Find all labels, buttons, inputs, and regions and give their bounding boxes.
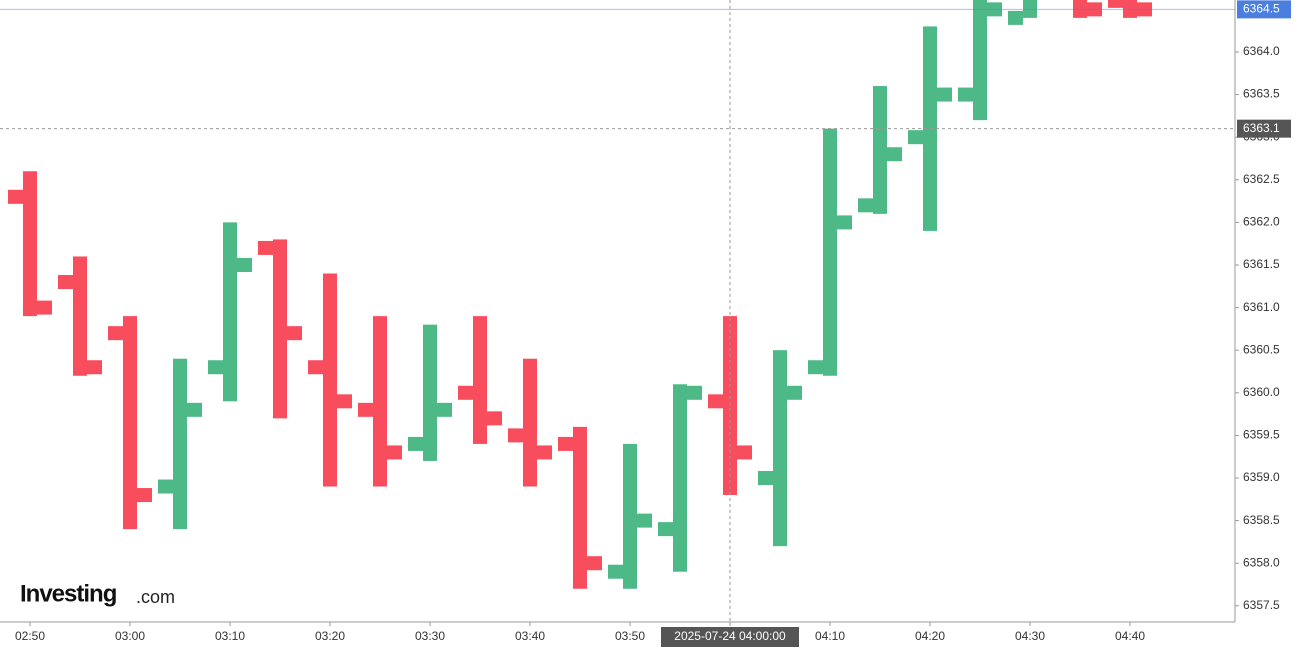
x-tick-label: 04:20 (915, 629, 945, 643)
bar-open (708, 394, 723, 409)
y-tick-label: 6361.0 (1243, 300, 1280, 314)
bar-close (687, 385, 702, 400)
y-tick-label: 6358.0 (1243, 555, 1280, 569)
bar-range (423, 324, 437, 461)
bar-range (573, 426, 587, 589)
bar-close (537, 445, 552, 460)
bar-close (887, 147, 902, 162)
bar-open (858, 198, 873, 213)
bar-range (623, 443, 637, 589)
bar-range (23, 171, 37, 317)
bar-close (237, 257, 252, 272)
y-tick-label: 6360.0 (1243, 385, 1280, 399)
y-tick-label: 6362.5 (1243, 172, 1280, 186)
bar-open (108, 326, 123, 341)
last-price-label: 6364.5 (1243, 2, 1280, 16)
y-tick-label: 6364.0 (1243, 44, 1280, 58)
bar-range (223, 222, 237, 402)
bar-close (387, 445, 402, 460)
bar-close (87, 360, 102, 375)
bar-open (508, 428, 523, 443)
bar-close (587, 556, 602, 571)
x-tick-label: 03:00 (115, 629, 145, 643)
watermark-brand: Investing (20, 580, 117, 607)
bar-open (558, 436, 573, 451)
bar-open (408, 436, 423, 451)
bar-close (637, 513, 652, 528)
x-tick-label: 03:50 (615, 629, 645, 643)
bar-open (608, 564, 623, 579)
bar-range (73, 256, 87, 376)
bar-open (258, 240, 273, 255)
bar-close (787, 385, 802, 400)
bar-open (208, 360, 223, 375)
watermark-suffix: .com (136, 587, 175, 607)
bar-range (823, 128, 837, 376)
x-tick-label: 03:10 (215, 629, 245, 643)
bar-close (187, 402, 202, 417)
bar-range (973, 0, 987, 121)
bar-range (723, 316, 737, 496)
x-tick-label: 02:50 (15, 629, 45, 643)
bar-range (473, 316, 487, 444)
bar-open (958, 87, 973, 102)
bar-open (808, 360, 823, 375)
crosshair-x-box (661, 627, 799, 647)
bar-open (158, 479, 173, 494)
y-tick-label: 6359.0 (1243, 470, 1280, 484)
bar-close (937, 87, 952, 102)
y-tick-label: 6359.5 (1243, 428, 1280, 442)
y-tick-label: 6360.5 (1243, 342, 1280, 356)
bar-range (373, 316, 387, 487)
bar-close (37, 300, 52, 315)
bar-open (1108, 0, 1123, 8)
x-tick-label: 04:10 (815, 629, 845, 643)
x-tick-label: 03:30 (415, 629, 445, 643)
y-tick-label: 6361.5 (1243, 257, 1280, 271)
x-tick-label: 04:40 (1115, 629, 1145, 643)
bar-range (523, 358, 537, 487)
bar-close (737, 445, 752, 460)
bar-close (837, 215, 852, 230)
bar-open (458, 385, 473, 400)
crosshair-y-label: 6363.1 (1243, 121, 1280, 135)
bar-open (358, 402, 373, 417)
y-tick-label: 6357.5 (1243, 598, 1280, 612)
bar-range (773, 350, 787, 547)
y-tick-label: 6358.5 (1243, 513, 1280, 527)
bar-open (758, 471, 773, 486)
bar-range (173, 358, 187, 530)
bar-range (123, 316, 137, 530)
y-tick-label: 6363.5 (1243, 87, 1280, 101)
bar-range (273, 239, 287, 419)
x-tick-label: 04:30 (1015, 629, 1045, 643)
bar-open (58, 275, 73, 290)
bar-open (908, 130, 923, 145)
last-price-box (1237, 0, 1291, 19)
x-tick-label: 03:40 (515, 629, 545, 643)
bar-close (337, 394, 352, 409)
plot-area (8, 0, 1152, 589)
bar-range (873, 86, 887, 214)
crosshair-x-label: 2025-07-24 04:00:00 (674, 629, 786, 643)
y-tick-label: 6362.0 (1243, 215, 1280, 229)
bar-open (308, 360, 323, 375)
crosshair-y-box (1237, 119, 1291, 138)
bar-close (137, 488, 152, 503)
bar-close (287, 326, 302, 341)
bar-open (1008, 10, 1023, 25)
bar-open (658, 522, 673, 537)
x-tick-label: 03:20 (315, 629, 345, 643)
bar-open (8, 189, 23, 204)
bar-close (487, 411, 502, 426)
bar-close (437, 402, 452, 417)
bar-range (673, 384, 687, 572)
bar-range (323, 273, 337, 487)
